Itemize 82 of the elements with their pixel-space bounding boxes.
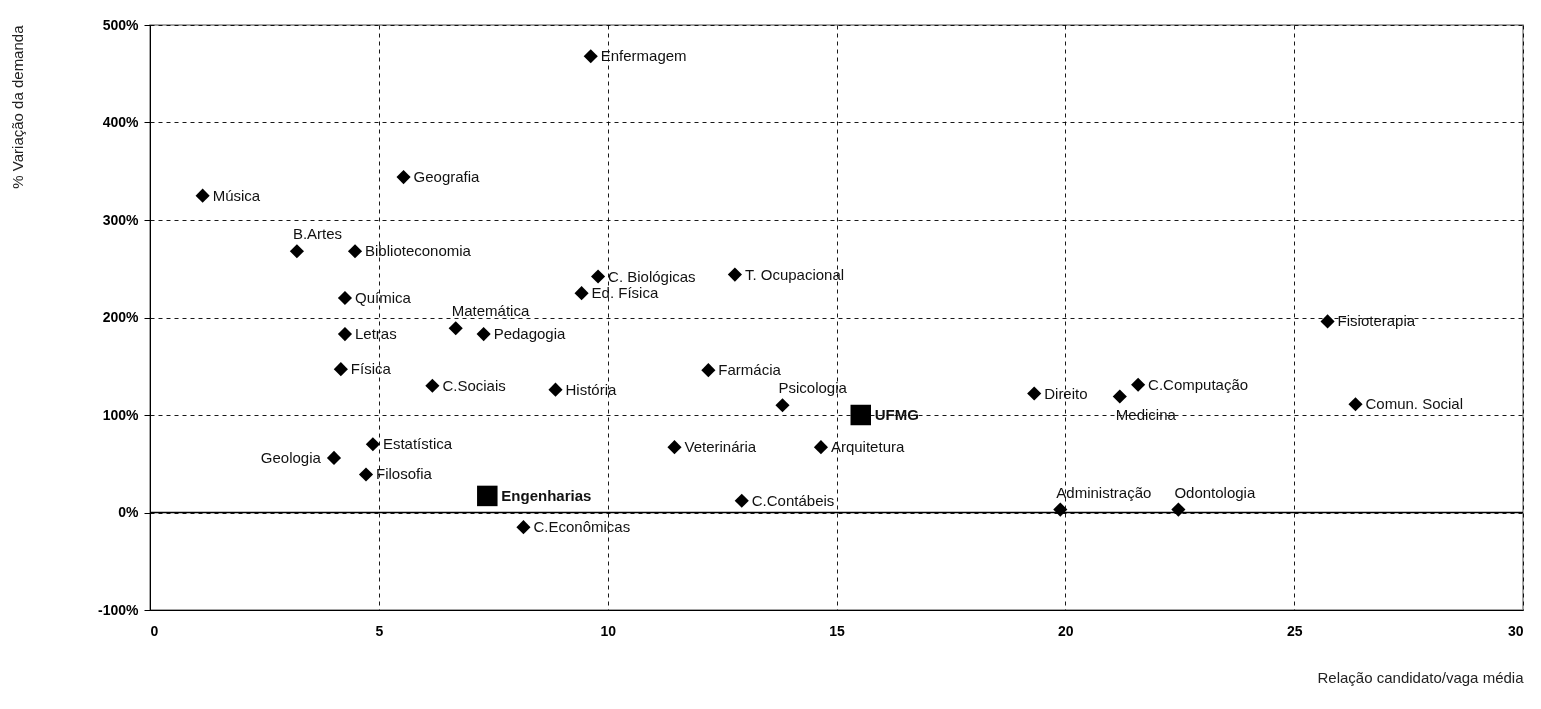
annotation: T. Ocupacional (744, 265, 845, 283)
point (516, 520, 531, 535)
y-tick-label: 400% (102, 114, 140, 130)
annotation: Geologia (260, 448, 322, 466)
point (337, 327, 353, 342)
annotation: C.Sociais (442, 376, 506, 394)
point (667, 440, 682, 455)
annotation: Odontologia (1174, 483, 1256, 501)
point (1112, 389, 1127, 404)
point (1131, 377, 1146, 392)
point (590, 269, 606, 284)
x-tick-label: 5 (375, 622, 384, 639)
point (289, 244, 304, 259)
point (365, 437, 380, 452)
point (476, 327, 491, 342)
point (775, 398, 790, 413)
annotation: C.Contábeis (751, 491, 835, 509)
annotation: Biblioteconomia (365, 242, 472, 260)
x-axis-title: Relação candidato/vaga média (1317, 668, 1525, 686)
annotation: Pedagogia (493, 325, 567, 343)
annotation: C.Econômicas (533, 518, 631, 536)
annotation: B.Artes (292, 225, 343, 243)
point (448, 321, 463, 336)
point (195, 188, 210, 203)
y-tick-label: 200% (102, 309, 140, 325)
y-tick-label: 100% (102, 406, 140, 423)
annotation: Música (212, 186, 261, 204)
point (583, 49, 598, 64)
point (477, 485, 498, 507)
annotation: Administração (1056, 483, 1152, 501)
annotation: Física (350, 360, 392, 378)
point (1320, 314, 1335, 329)
x-tick-label: 0 (150, 622, 159, 639)
annotation: Arquitetura (830, 438, 905, 456)
point (850, 404, 871, 426)
point (333, 362, 348, 377)
annotation: Enfermagem (600, 47, 687, 65)
point (337, 290, 353, 306)
y-tick-label: 500% (102, 16, 140, 33)
annotation: C.Computação (1148, 375, 1249, 393)
point (734, 493, 749, 508)
annotation: Engenharias (501, 486, 592, 504)
annotation: Estatística (382, 435, 453, 453)
y-tick-label: 300% (102, 211, 140, 228)
point (813, 440, 829, 455)
x-tick-label: 25 (1286, 622, 1303, 639)
point (358, 467, 374, 482)
annotation: História (565, 380, 617, 398)
point (574, 286, 589, 301)
annotation: Fisioterapia (1337, 312, 1416, 330)
point (1053, 502, 1068, 517)
annotation: UFMG (874, 406, 919, 423)
point (727, 267, 742, 282)
y-tick-label: 0% (118, 504, 140, 520)
point (396, 170, 411, 185)
x-tick-label: 10 (600, 622, 617, 639)
annotation: Farmácia (718, 361, 782, 379)
x-tick-label: 20 (1058, 622, 1074, 639)
point (548, 382, 563, 397)
annotation: Matemática (451, 302, 530, 320)
point (347, 244, 363, 259)
point (1348, 397, 1363, 412)
y-tick-label: -100% (98, 601, 140, 618)
annotation: Filosofia (376, 465, 433, 483)
x-tick-label: 15 (829, 622, 845, 639)
annotation: Psicologia (778, 379, 848, 397)
annotation: Medicina (1115, 406, 1177, 424)
annotation: Ed. Física (591, 284, 659, 302)
x-tick-label: 30 (1507, 622, 1524, 639)
point (1171, 502, 1186, 517)
annotation: C. Biológicas (608, 267, 696, 285)
y-axis-title: % Variação da demanda (8, 24, 26, 189)
annotation: Letras (354, 325, 397, 343)
point (701, 363, 716, 378)
annotation: Comun. Social (1365, 395, 1464, 413)
point (326, 450, 342, 465)
point (425, 378, 440, 393)
annotation: Veterinária (684, 438, 757, 456)
annotation: Direito (1044, 384, 1088, 402)
annotation: Química (354, 289, 412, 306)
annotation: Geografia (413, 168, 481, 186)
point (1027, 386, 1042, 401)
